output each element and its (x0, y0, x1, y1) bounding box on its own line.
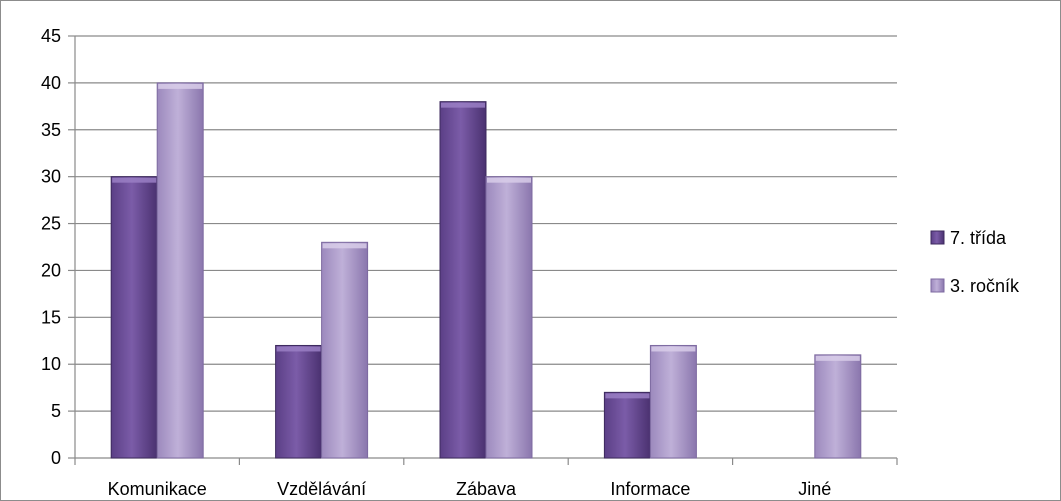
bar (156, 82, 204, 459)
bar (603, 391, 651, 459)
bar-top-highlight (322, 243, 367, 249)
y-tick-label: 20 (41, 260, 61, 280)
y-tick-label: 40 (41, 73, 61, 93)
x-tick-label: Komunikace (108, 479, 207, 499)
bar (439, 101, 487, 459)
legend-swatch (930, 230, 945, 245)
legend-label: 7. třída (950, 228, 1007, 248)
bar-series-2-0 (156, 82, 204, 459)
bar-series-1-0 (110, 176, 158, 459)
y-tick-label: 45 (41, 26, 61, 46)
bar (814, 354, 862, 459)
x-tick-label: Informace (610, 479, 690, 499)
x-tick-label: Vzdělávání (277, 479, 366, 499)
bar-series-2-3 (649, 344, 697, 459)
bar-top-highlight (651, 346, 696, 352)
y-tick-label: 35 (41, 120, 61, 140)
bar (110, 176, 158, 459)
bar-series-1-1 (275, 344, 323, 459)
y-tick-label: 0 (51, 448, 61, 468)
bar-series-1-2 (439, 101, 487, 459)
legend-label: 3. ročník (950, 276, 1020, 296)
bar (275, 344, 323, 459)
bar-top-highlight (487, 177, 531, 183)
bar-series-2-2 (485, 176, 533, 459)
bars (110, 82, 862, 459)
bar-top-highlight (112, 177, 157, 183)
x-tick-label: Zábava (456, 479, 517, 499)
legend: 7. třída 3. ročník (930, 228, 1020, 296)
x-tick-labels: Komunikace Vzdělávání Zábava Informace Jiné (108, 479, 832, 499)
bar (321, 241, 369, 459)
y-tick-label: 30 (41, 167, 61, 187)
y-tick-labels: 0 5 10 15 20 25 30 35 40 45 (41, 26, 61, 468)
y-tick-label: 5 (51, 401, 61, 421)
x-tick-label: Jiné (798, 479, 831, 499)
legend-item-2: 3. ročník (930, 276, 1020, 296)
bar (649, 344, 697, 459)
bar-top-highlight (441, 102, 485, 108)
bar-top-highlight (605, 393, 650, 399)
bar-top-highlight (158, 83, 203, 89)
y-tick-label: 10 (41, 354, 61, 374)
y-tick-label: 15 (41, 307, 61, 327)
legend-swatch (930, 278, 945, 293)
bar-top-highlight (276, 346, 321, 352)
bar-series-2-1 (321, 241, 369, 459)
y-tick-label: 25 (41, 214, 61, 234)
bar-top-highlight (815, 355, 860, 361)
bar-series-1-3 (603, 391, 651, 459)
bar (485, 176, 533, 459)
legend-item-1: 7. třída (930, 228, 1007, 248)
bar-series-2-4 (814, 354, 862, 459)
